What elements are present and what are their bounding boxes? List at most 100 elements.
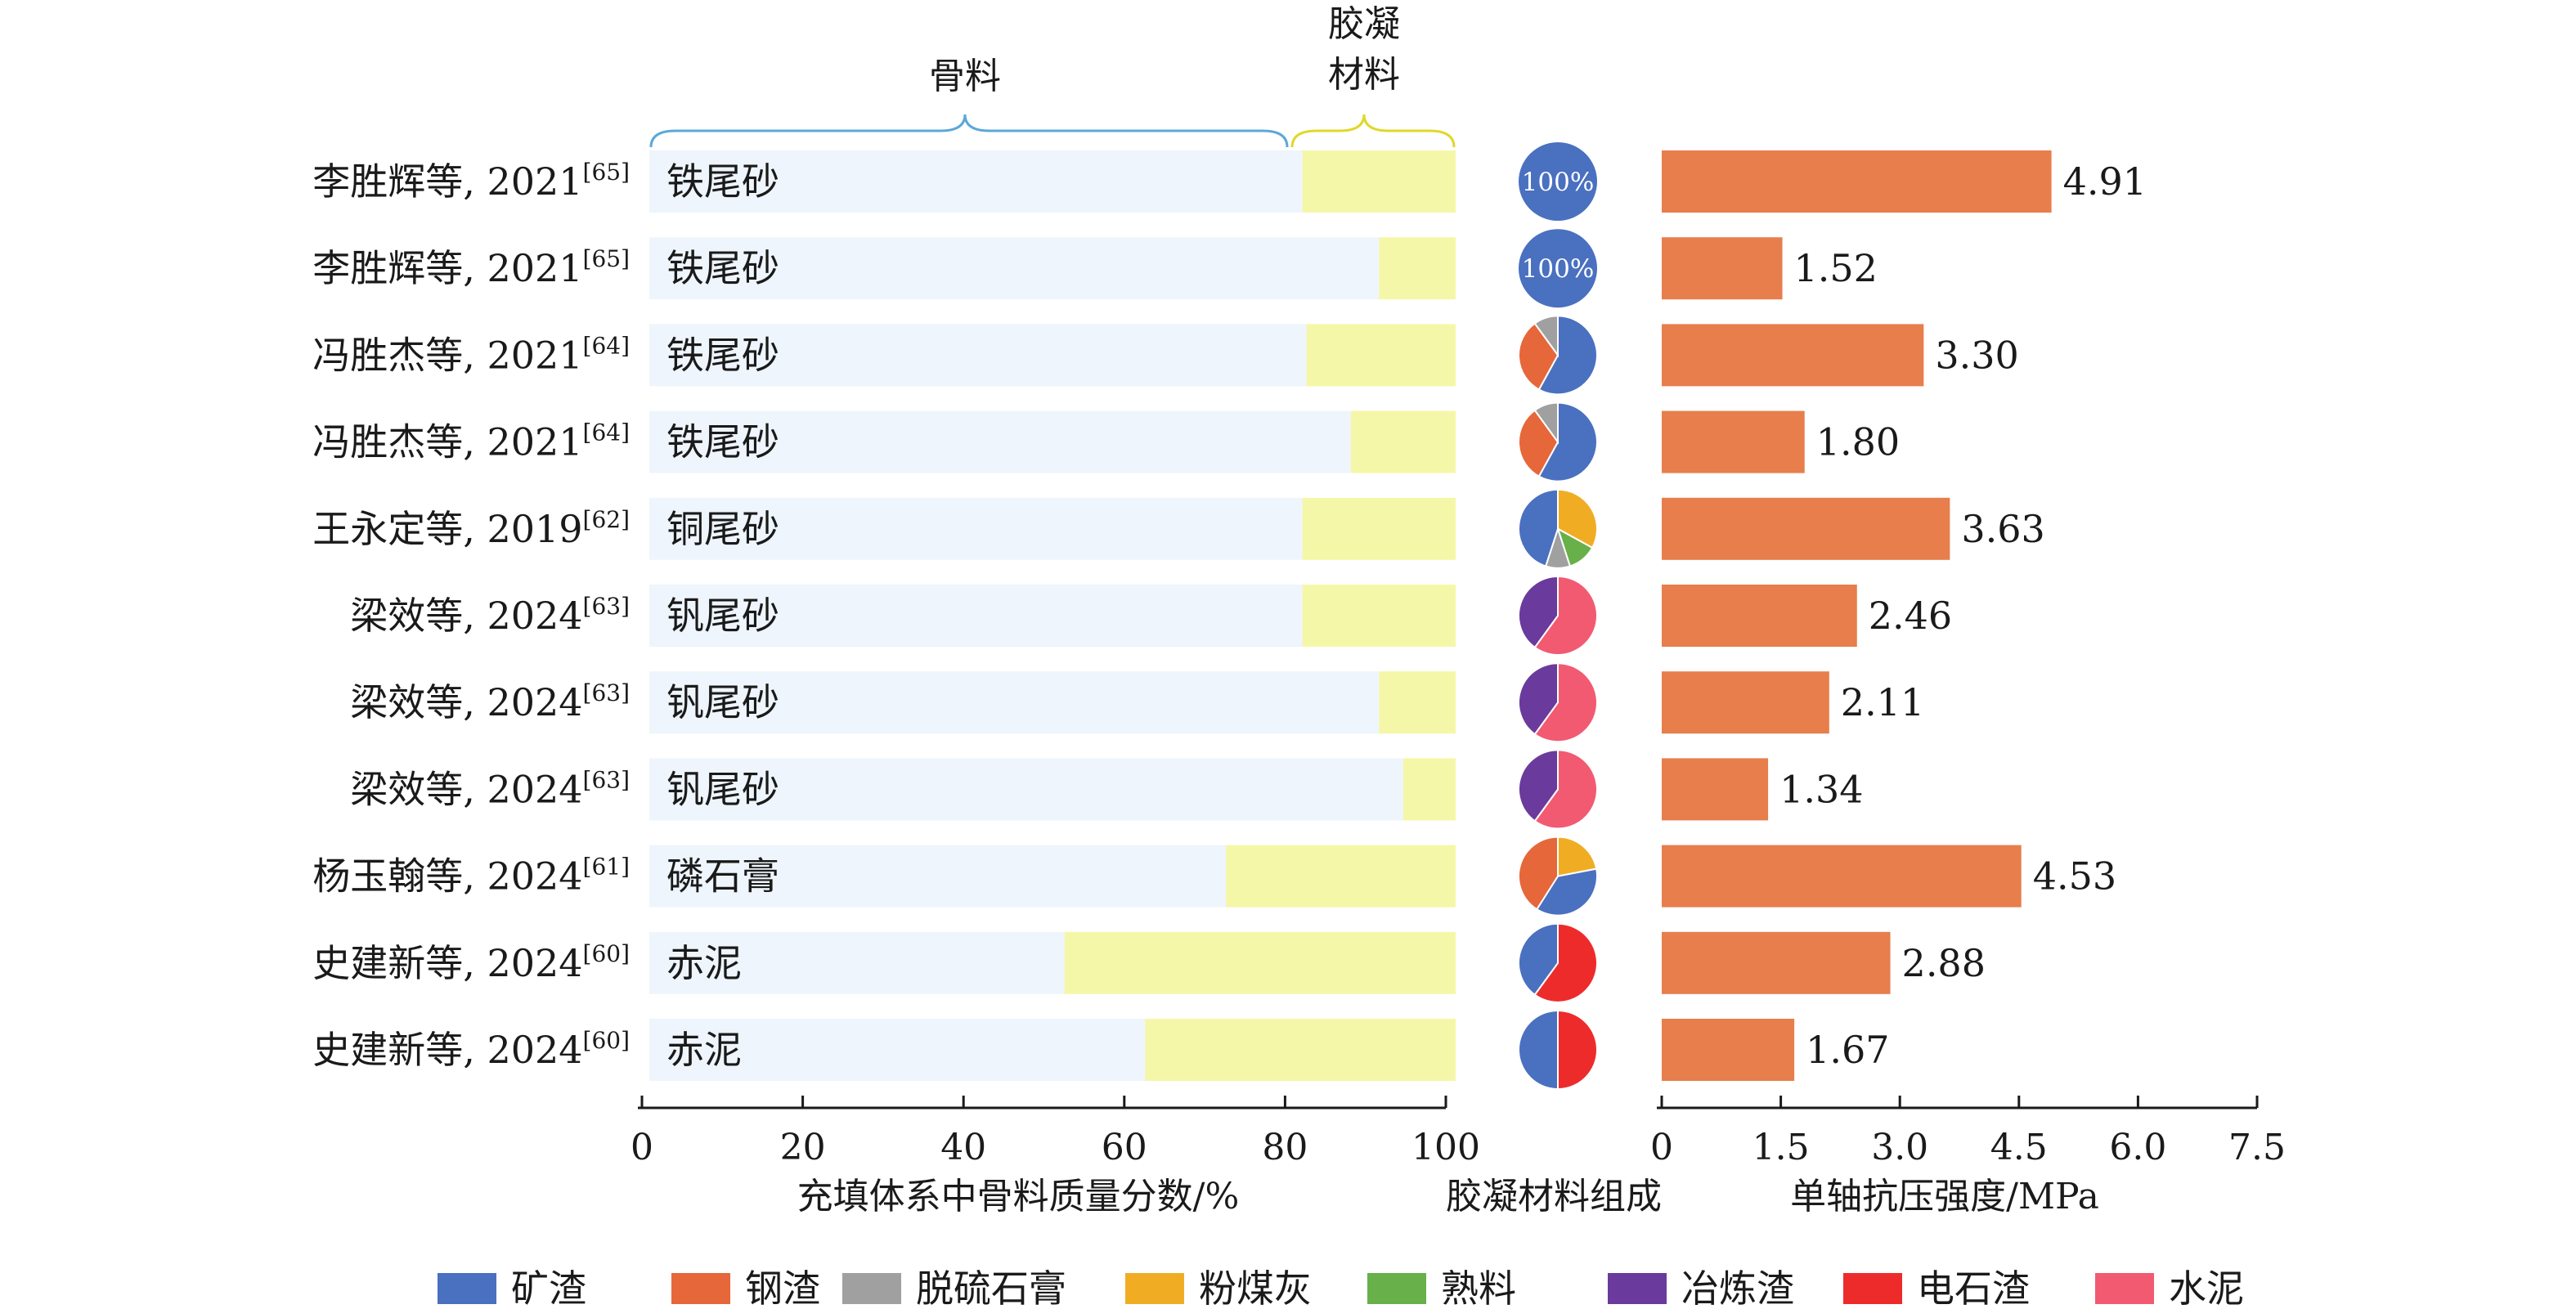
pie-slice: [1557, 1009, 1598, 1091]
pie-slice: [1518, 409, 1560, 478]
strength-bar: [1662, 758, 1769, 821]
strength-value-label: 2.88: [1902, 941, 1986, 985]
row-ref-superscript: [63]: [583, 593, 630, 620]
binder-composition-pie: [1518, 401, 1598, 482]
pie-slice: [1533, 922, 1598, 1003]
legend-label: 熟料: [1441, 1266, 1516, 1309]
legend-swatch: [1843, 1273, 1902, 1304]
row-ref-superscript: [61]: [583, 854, 630, 881]
aggregate-bar: [649, 671, 1380, 734]
binder-bar: [1064, 931, 1456, 994]
binder-composition-pie: 100%: [1519, 142, 1597, 221]
binder-bar: [1302, 150, 1456, 213]
chart-row: 李胜辉等, 2021[65] 铁尾砂 100% 1.52: [312, 229, 1878, 308]
binder-bar: [1350, 410, 1456, 473]
aggregate-bar: [649, 237, 1380, 300]
binder-composition-pie: 100%: [1519, 229, 1597, 308]
pie-slice: [1518, 322, 1560, 391]
strength-value-label: 1.80: [1816, 420, 1900, 464]
pie-slice: [1533, 575, 1598, 656]
chart-row: 冯胜杰等, 2021[64] 铁尾砂 3.30: [312, 315, 2019, 396]
strength-x-axis-title: 单轴抗压强度/MPa: [1790, 1176, 2099, 1217]
x-tick-label: 0: [631, 1127, 653, 1168]
row-source-label: 史建新等, 2024[60]: [312, 940, 630, 985]
legend-label: 电石渣: [1917, 1266, 2030, 1309]
aggregate-bar: [649, 150, 1303, 213]
strength-value-label: 3.30: [1935, 333, 2018, 377]
binder-bar: [1379, 237, 1456, 300]
pie-slice: [1557, 488, 1598, 549]
row-ref-superscript: [64]: [583, 332, 630, 359]
chart-row: 史建新等, 2024[60] 赤泥 1.67: [312, 1009, 1890, 1091]
legend-item: 冶炼渣: [1608, 1266, 1794, 1309]
aggregate-type-label: 赤泥: [666, 941, 742, 985]
row-source-text: 冯胜杰等, 2021: [312, 333, 582, 377]
pie-slice: [1518, 662, 1559, 736]
x-tick-label: 0: [1650, 1127, 1673, 1168]
aggregate-brace: [649, 114, 1289, 148]
strength-value-label: 4.53: [2033, 854, 2116, 899]
pie-slice: [1518, 575, 1559, 649]
strength-x-axis: 0 1.5 3.0 4.5 6.0 7.5: [1650, 1096, 2286, 1168]
legend: 矿渣 钢渣 脱硫石膏 粉煤灰 熟料 冶炼渣 电石渣 水泥: [438, 1266, 2244, 1309]
binder-composition-pie: [1518, 1009, 1598, 1091]
legend-item: 矿渣: [438, 1266, 586, 1309]
x-tick-label: 3.0: [1871, 1127, 1928, 1168]
strength-value-label: 1.34: [1779, 767, 1863, 811]
row-source-text: 史建新等, 2024: [312, 1028, 582, 1072]
row-source-label: 冯胜杰等, 2021[64]: [312, 419, 630, 464]
aggregate-x-axis: 0 20 40 60 80 100: [631, 1096, 1480, 1168]
chart-row: 冯胜杰等, 2021[64] 铁尾砂 1.80: [312, 401, 1900, 482]
row-source-text: 梁效等, 2024: [350, 767, 582, 811]
pie-label: 100%: [1522, 254, 1595, 284]
strength-value-label: 1.67: [1806, 1028, 1889, 1072]
aggregate-type-label: 钒尾砂: [666, 680, 779, 724]
aggregate-group-label: 骨料: [929, 56, 1001, 97]
strength-value-label: 1.52: [1794, 246, 1878, 290]
aggregate-bar: [649, 758, 1403, 821]
row-source-label: 梁效等, 2024[63]: [350, 679, 630, 724]
row-ref-superscript: [62]: [583, 506, 630, 533]
row-source-text: 梁效等, 2024: [350, 594, 582, 638]
legend-label: 冶炼渣: [1681, 1266, 1794, 1309]
row-ref-superscript: [63]: [583, 766, 630, 793]
aggregate-bar: [649, 585, 1303, 647]
chart-row: 史建新等, 2024[60] 赤泥 2.88: [312, 922, 1986, 1003]
binder-brace: [1290, 114, 1456, 148]
x-tick-label: 80: [1262, 1127, 1308, 1168]
x-tick-label: 1.5: [1752, 1127, 1810, 1168]
legend-label: 矿渣: [511, 1266, 586, 1309]
row-source-text: 李胜辉等, 2021: [312, 159, 582, 204]
binder-composition-pie: [1518, 315, 1598, 396]
legend-swatch: [842, 1273, 901, 1304]
legend-label: 粉煤灰: [1199, 1266, 1312, 1309]
legend-swatch: [2095, 1273, 2154, 1304]
row-source-label: 梁效等, 2024[63]: [350, 593, 630, 638]
chart-row: 梁效等, 2024[63] 钒尾砂 2.11: [350, 662, 1924, 743]
pie-slice: [1533, 749, 1598, 830]
legend-swatch: [438, 1273, 496, 1304]
row-source-text: 李胜辉等, 2021: [312, 246, 582, 290]
x-tick-label: 6.0: [2109, 1127, 2166, 1168]
aggregate-bar: [649, 324, 1307, 387]
row-ref-superscript: [63]: [583, 679, 630, 706]
binder-group-label-line1: 胶凝: [1328, 3, 1400, 45]
row-source-label: 李胜辉等, 2021[65]: [312, 245, 630, 290]
chart-row: 杨玉翰等, 2024[61] 磷石膏 4.53: [312, 836, 2116, 917]
strength-bar: [1662, 671, 1829, 734]
chart-row: 王永定等, 2019[62] 铜尾砂 3.63: [312, 488, 2045, 569]
aggregate-type-label: 铁尾砂: [666, 246, 779, 290]
row-source-text: 梁效等, 2024: [350, 680, 582, 724]
strength-bar: [1662, 845, 2022, 908]
strength-bar: [1662, 931, 1891, 994]
pie-slice: [1518, 488, 1559, 567]
binder-composition-pie: [1518, 922, 1598, 1003]
pie-slice: [1537, 315, 1598, 396]
binder-bar: [1402, 758, 1456, 821]
binder-bar: [1306, 324, 1456, 387]
legend-item: 脱硫石膏: [842, 1266, 1066, 1309]
row-source-label: 梁效等, 2024[63]: [350, 766, 630, 811]
x-tick-label: 20: [780, 1127, 826, 1168]
